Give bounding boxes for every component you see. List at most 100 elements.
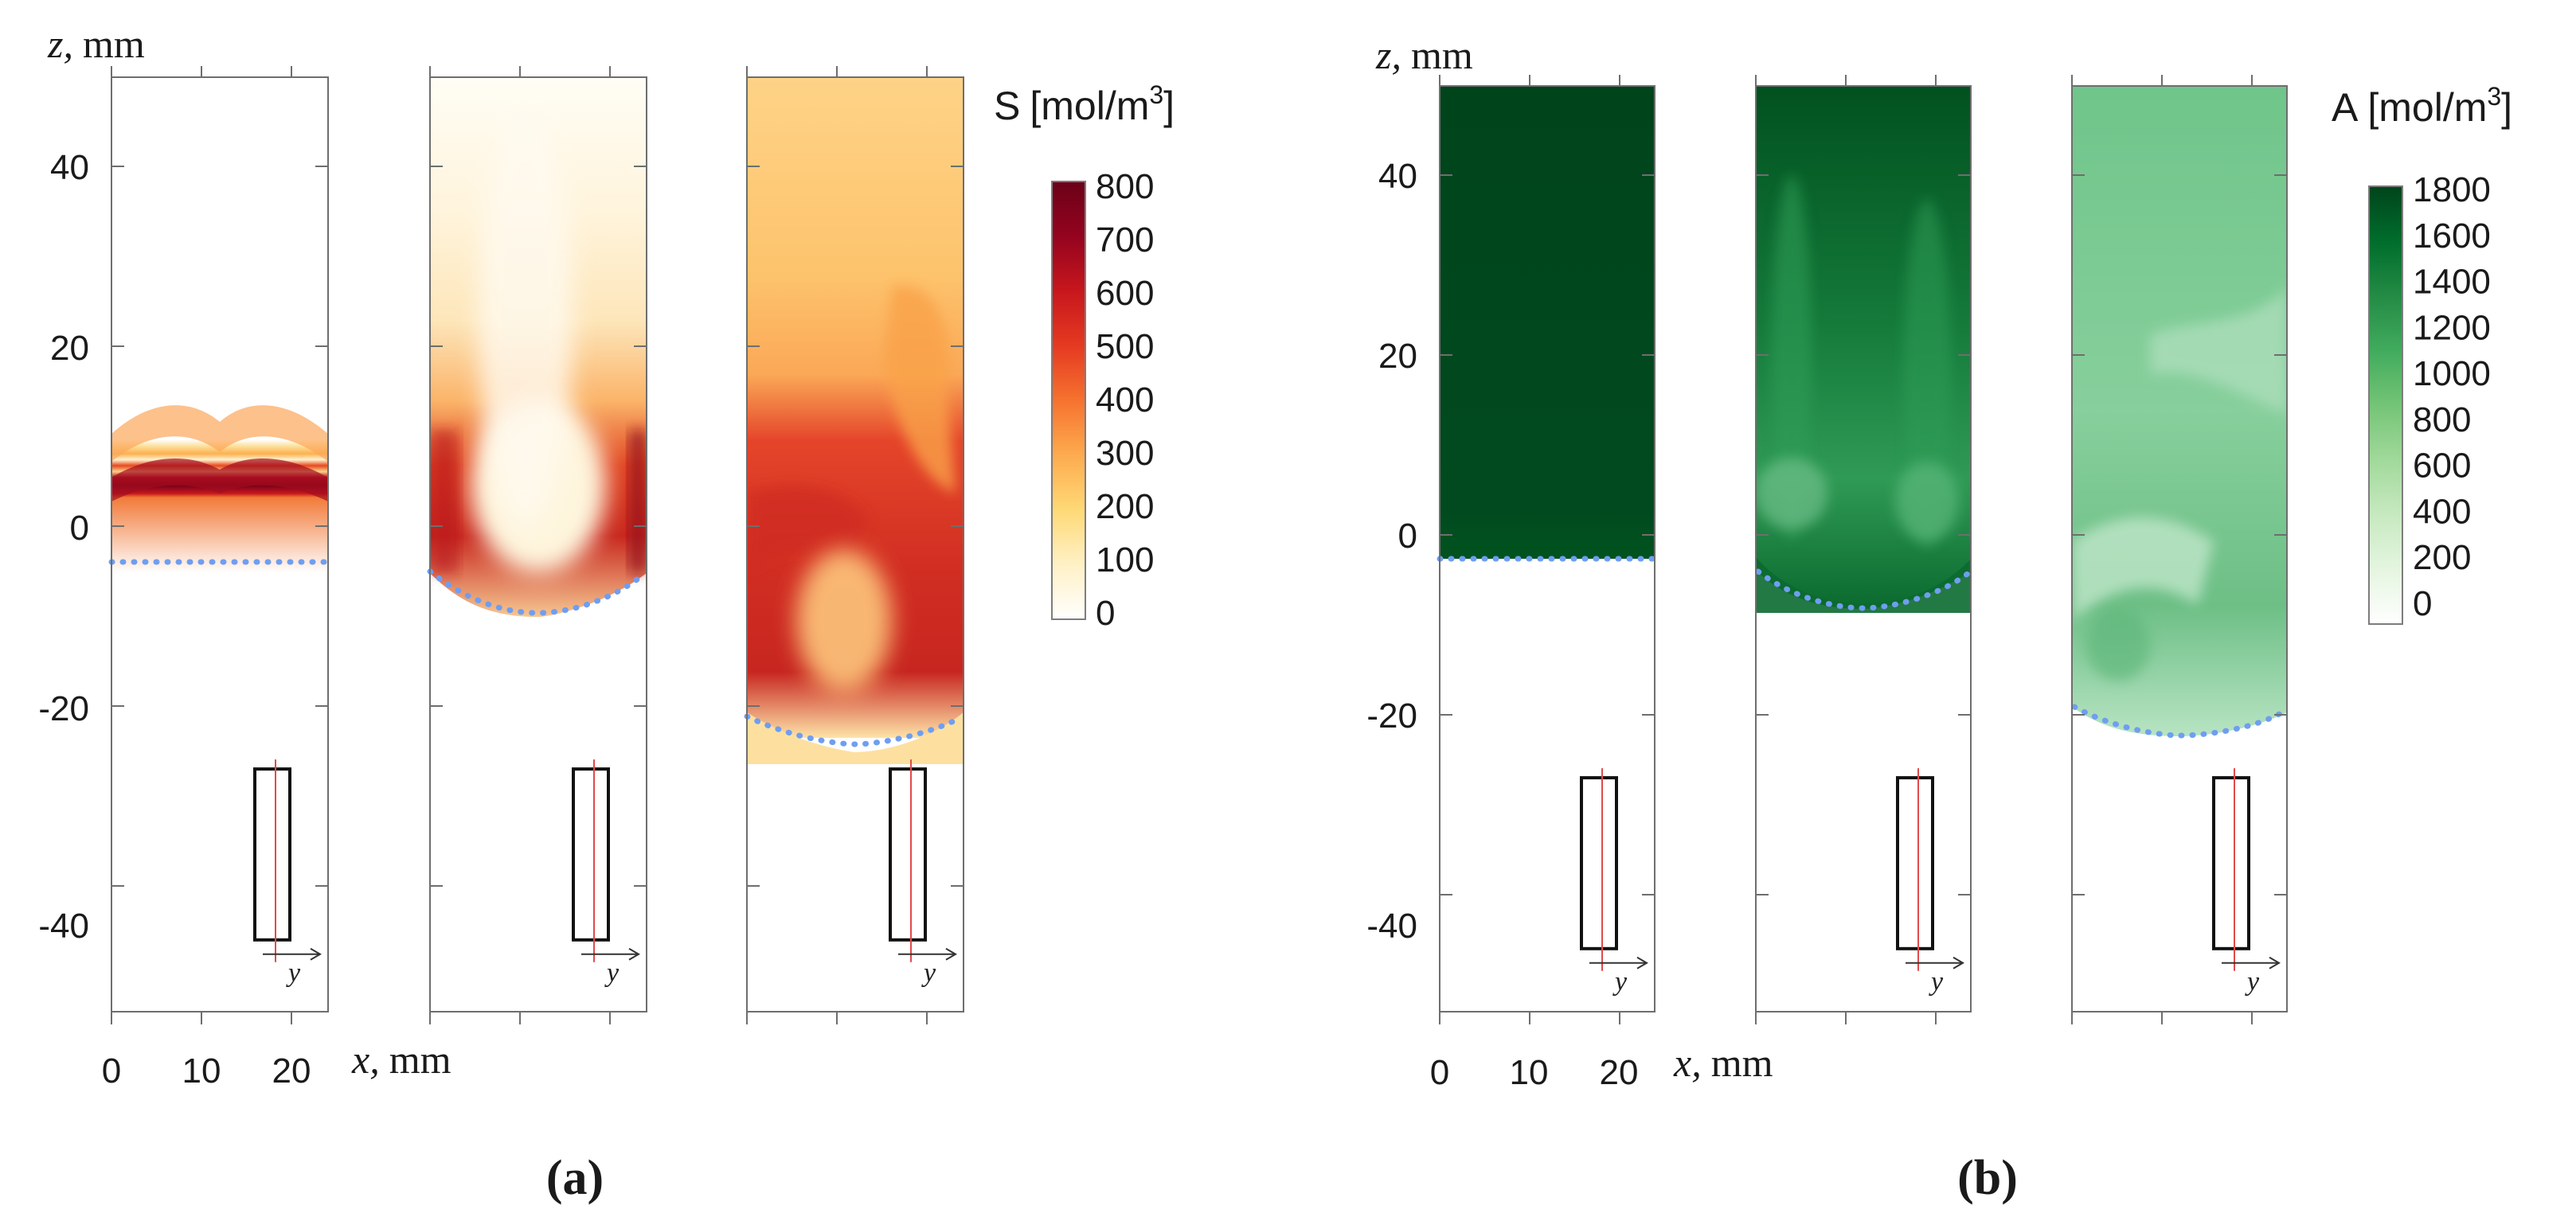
x-tick-label: 10 xyxy=(182,1051,221,1090)
y-tick-label: -40 xyxy=(1366,907,1417,946)
y-axis-arrowhead xyxy=(2269,956,2281,970)
y-tick-label: 40 xyxy=(50,148,89,187)
snapshot-a3 xyxy=(747,77,964,764)
y-tick-labels-b: 40 20 0 -20 -40 xyxy=(1366,157,1417,946)
colorbar-tick-label: 100 xyxy=(1096,540,1154,579)
inset-y-label: y xyxy=(604,958,620,988)
colorbar-a-title: A [mol/m3] xyxy=(2332,82,2512,130)
colorbar-tick-label: 600 xyxy=(2413,447,2471,486)
colorbar-s-ticks: 800 700 600 500 400 300 200 100 0 xyxy=(1096,167,1154,633)
axis-frame xyxy=(429,76,647,1012)
concentration-field xyxy=(1440,86,1655,559)
lower-front-band xyxy=(747,712,964,764)
streak xyxy=(1903,199,1951,549)
y-tick-label: 0 xyxy=(1398,517,1417,556)
vortex xyxy=(1756,458,1827,529)
sample-box xyxy=(2212,776,2250,950)
x-tick-labels-b: 0 10 20 xyxy=(1430,1053,1639,1092)
colorbar-tick-label: 800 xyxy=(2413,400,2471,439)
colorbar-tick-label: 1600 xyxy=(2413,217,2491,256)
reaction-front xyxy=(744,713,964,747)
reaction-front xyxy=(2071,704,2287,739)
colorbar-tick-label: 1800 xyxy=(2413,170,2491,209)
y-tick-label: -20 xyxy=(38,689,89,728)
y-tick-label: 0 xyxy=(70,509,89,548)
sample-box xyxy=(1896,776,1934,950)
colorbar-a: A [mol/m3] 1800 1600 1400 1200 1000 800 600 400 2… xyxy=(2332,82,2512,625)
snapshot-b1 xyxy=(1440,86,1655,559)
y-tick-label: -40 xyxy=(38,907,89,946)
sample-box xyxy=(572,767,610,942)
axis-frame xyxy=(746,76,964,1012)
panel-a: y y y 40 20 0 -20 -40 0 10 20 z, mm x, mm S[… xyxy=(38,21,1175,1205)
plume xyxy=(478,111,573,525)
sample-box xyxy=(1580,776,1618,950)
vortex xyxy=(884,285,956,494)
axis-frame xyxy=(111,76,329,1012)
colorbar-a-gradient xyxy=(2368,185,2403,625)
y-axis-label: z, mm xyxy=(47,21,145,66)
colorbar-tick-label: 500 xyxy=(1096,327,1154,366)
swirl xyxy=(2150,287,2287,414)
colorbar-a-ticks: 1800 1600 1400 1200 1000 800 600 400 200 0 xyxy=(2413,170,2491,623)
snapshot-b2 xyxy=(1756,86,1971,613)
y-tick-label: -20 xyxy=(1366,696,1417,735)
x-axis-label: x, mm xyxy=(1673,1040,1773,1085)
colorbar-s-gradient xyxy=(1051,181,1086,620)
colorbar-tick-label: 300 xyxy=(1096,434,1154,473)
inset-y-label: y xyxy=(1929,967,1944,997)
x-tick-label: 20 xyxy=(272,1051,311,1090)
colorbar-tick-label: 800 xyxy=(1096,167,1154,206)
panel-b: y y y 40 20 0 -20 -40 0 10 20 z, mm x, mm A[… xyxy=(1366,33,2512,1205)
vortex xyxy=(2086,609,2150,681)
concentration-band xyxy=(111,405,328,462)
colorbar-tick-label: 1400 xyxy=(2413,263,2491,302)
plume xyxy=(796,549,892,693)
colorbar-tick-label: 1000 xyxy=(2413,354,2491,393)
x-tick-labels-a: 0 10 20 xyxy=(102,1051,311,1090)
sample-box xyxy=(253,767,291,942)
snapshot-a2 xyxy=(430,77,647,617)
axis-frame xyxy=(2071,85,2288,1012)
panel-label-a: (a) xyxy=(546,1151,604,1205)
inset-y-label: y xyxy=(921,958,936,988)
x-tick-label: 10 xyxy=(1510,1053,1549,1092)
reaction-front xyxy=(427,568,647,616)
axis-frame xyxy=(1439,85,1655,1012)
x-tick-label: 0 xyxy=(1430,1053,1449,1092)
colorbar-tick-label: 0 xyxy=(2413,584,2432,623)
colorbar-tick-label: 0 xyxy=(1096,594,1115,633)
colorbar-tick-label: 400 xyxy=(2413,492,2471,531)
y-axis-arrowhead xyxy=(310,947,322,961)
y-axis-arrowhead xyxy=(628,947,640,961)
y-axis-arrowhead xyxy=(1953,956,1964,970)
colorbar-s-title: S [mol/m3] xyxy=(994,80,1175,128)
snapshot-b3 xyxy=(2072,86,2287,736)
colorbar-tick-label: 600 xyxy=(1096,274,1154,313)
y-axis-arrowhead xyxy=(945,947,957,961)
edge-band xyxy=(629,430,647,573)
x-axis-label: x, mm xyxy=(351,1037,451,1082)
colorbar-tick-label: 1200 xyxy=(2413,308,2491,347)
colorbar-tick-label: 200 xyxy=(2413,538,2471,577)
vortex xyxy=(1895,462,1959,541)
snapshot-a1 xyxy=(111,374,328,573)
concentration-band xyxy=(111,458,328,501)
sample-box xyxy=(889,767,927,942)
inset-y-label: y xyxy=(1612,967,1628,997)
edge-band xyxy=(430,430,458,573)
colorbar-tick-label: 700 xyxy=(1096,220,1154,259)
streak xyxy=(1772,175,1812,541)
colorbar-s: S [mol/m3] 800 700 600 500 400 300 200 100 0 xyxy=(994,80,1175,633)
colorbar-tick-label: 400 xyxy=(1096,380,1154,419)
y-tick-label: 20 xyxy=(50,329,89,368)
y-axis-arrowhead xyxy=(1636,956,1648,970)
x-tick-label: 20 xyxy=(1600,1053,1639,1092)
reaction-front xyxy=(1755,568,1972,611)
y-tick-label: 40 xyxy=(1378,157,1417,196)
swirl xyxy=(2072,517,2214,621)
x-tick-label: 0 xyxy=(102,1051,121,1090)
